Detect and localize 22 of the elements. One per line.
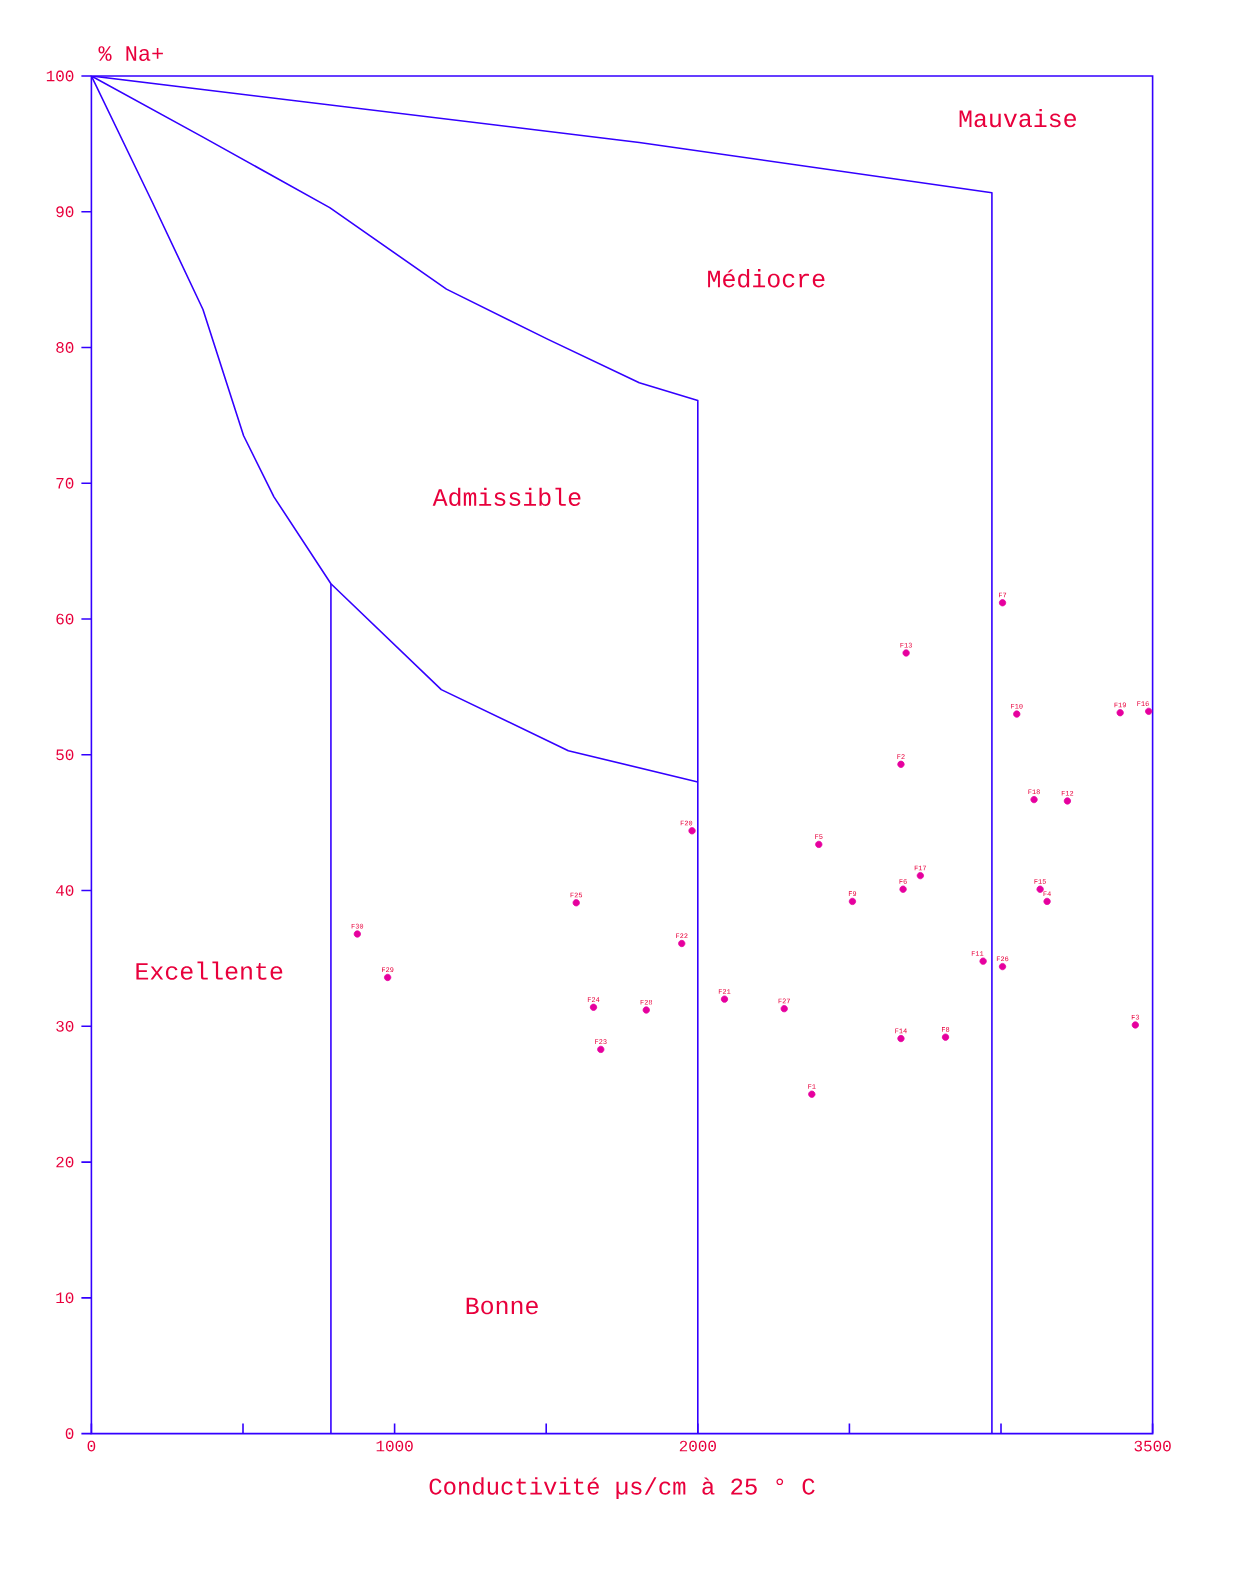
- y-tick-label: 10: [56, 1292, 74, 1304]
- annotation: Excellente: [136, 961, 283, 980]
- x-tick-label: 3500: [1134, 1440, 1171, 1452]
- x-tick-label: 0: [87, 1440, 96, 1452]
- y-tick-label: 20: [56, 1156, 74, 1168]
- y-tick-label: 30: [56, 1020, 74, 1032]
- y-tick-label: 50: [56, 749, 74, 761]
- y-tick-label: 40: [56, 885, 74, 896]
- y-tick-label: 90: [56, 206, 74, 218]
- y-tick-label: 60: [56, 613, 74, 625]
- annotation: Mauvaise: [959, 108, 1076, 128]
- x-tick-label: 2000: [679, 1440, 716, 1452]
- annotation: Bonne: [466, 1297, 538, 1315]
- y-axis-title: % Na+: [98, 46, 163, 61]
- y-tick-label: 70: [56, 477, 74, 489]
- annotation: Médiocre: [708, 269, 825, 288]
- y-tick-label: 80: [56, 342, 74, 353]
- x-tick-label: 1000: [376, 1440, 413, 1452]
- y-tick-label: 0: [65, 1428, 74, 1440]
- annotation: Admissible: [432, 487, 581, 507]
- x-axis-title: Conductivité µs/cm à 25 ° C: [429, 1477, 815, 1500]
- y-tick-label: 100: [46, 70, 74, 82]
